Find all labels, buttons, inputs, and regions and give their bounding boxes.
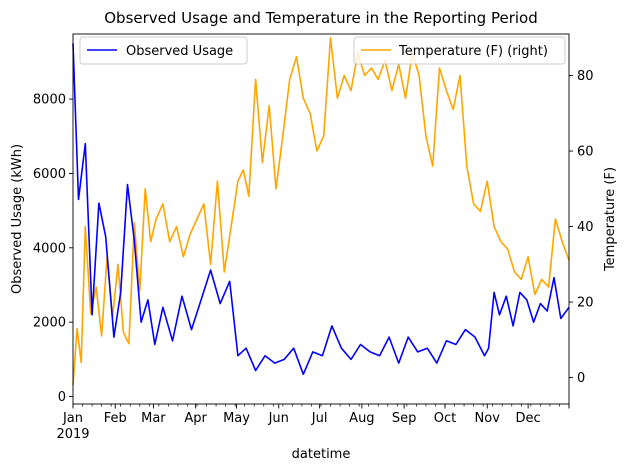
legend-box-left <box>79 36 248 65</box>
x-tick-label: Sep <box>392 411 417 426</box>
x-tick-label: Apr <box>184 411 207 426</box>
x-year-label: 2019 <box>56 427 89 442</box>
x-axis-label: datetime <box>292 447 351 462</box>
x-tick-label: May <box>223 411 250 426</box>
x-tick-label: Feb <box>104 411 127 426</box>
right-y-tick-label: 60 <box>577 145 594 160</box>
left-y-axis-label: Observed Usage (kWh) <box>10 144 25 294</box>
axes: 0 2000 4000 6000 8000 0 20 40 60 80 Jan Feb Mar Apr Ma… <box>33 33 594 442</box>
left-y-tick-label: 8000 <box>33 93 66 108</box>
chart-title: Observed Usage and Temperature in the Re… <box>104 9 538 27</box>
x-tick-label: Oct <box>434 411 456 426</box>
x-tick-label: Mar <box>141 411 166 426</box>
x-tick-label: Jun <box>268 411 289 426</box>
legend-label-observed-usage: Observed Usage <box>126 44 233 59</box>
left-y-tick-label: 2000 <box>33 316 66 331</box>
right-y-tick-label: 40 <box>577 220 594 235</box>
x-tick-label: Jan <box>62 411 83 426</box>
left-y-tick-label: 6000 <box>33 167 66 182</box>
right-y-tick-label: 20 <box>577 296 594 311</box>
series-line-temperature-f-right <box>72 36 570 386</box>
left-y-tick-label: 0 <box>58 390 66 405</box>
legends: Observed Usage Temperature (F) (right) <box>79 36 566 65</box>
left-y-tick-label: 4000 <box>33 241 66 256</box>
series-line-observed-usage <box>72 43 570 376</box>
x-tick-label: Jul <box>311 411 328 426</box>
right-y-axis-label: Temperature (F) <box>603 167 618 272</box>
right-y-tick-label: 80 <box>577 69 594 84</box>
legend-box-right <box>353 36 566 65</box>
right-y-tick-label: 0 <box>577 371 585 386</box>
plot-area <box>72 36 570 386</box>
x-tick-label: Nov <box>475 411 501 426</box>
x-tick-label: Dec <box>516 411 541 426</box>
legend-label-temperature: Temperature (F) (right) <box>398 44 548 59</box>
x-tick-label: Aug <box>349 411 374 426</box>
